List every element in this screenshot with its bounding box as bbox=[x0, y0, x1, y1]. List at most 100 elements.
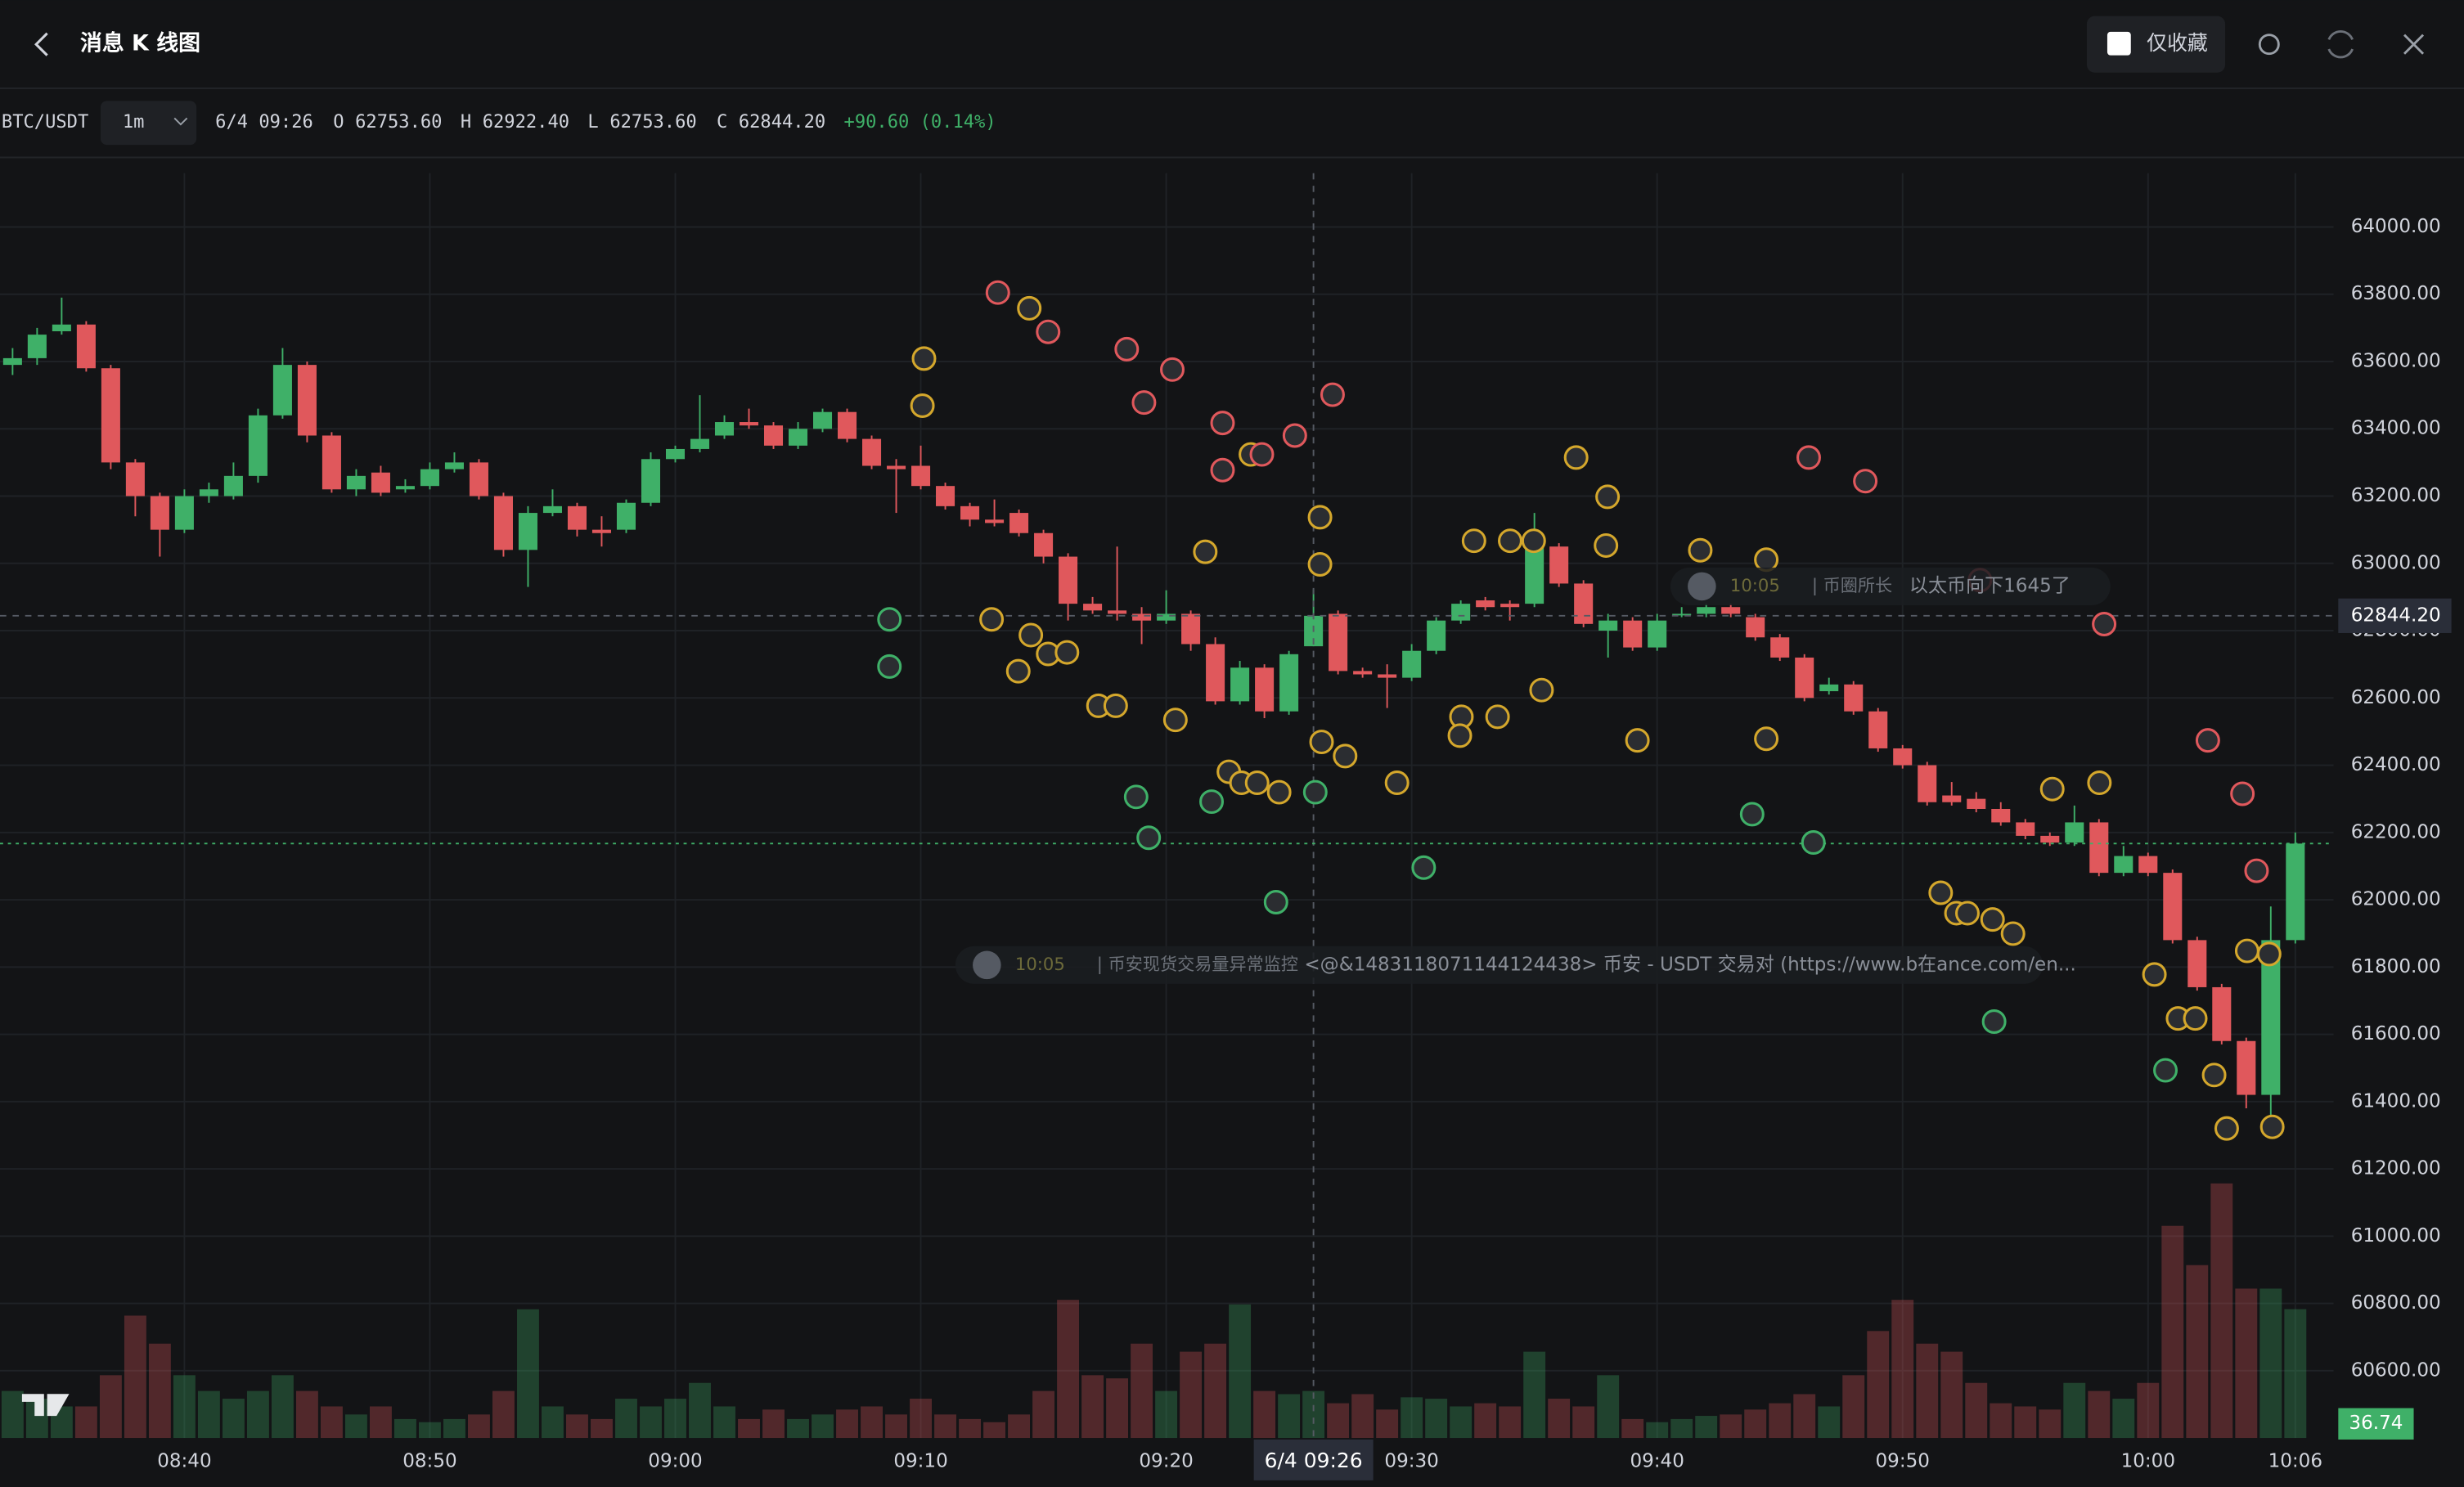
volume-bar bbox=[664, 1399, 686, 1439]
message-marker bbox=[1801, 830, 1826, 856]
message-marker bbox=[1244, 770, 1270, 796]
message-marker bbox=[1595, 484, 1621, 510]
volume-bar bbox=[1106, 1378, 1129, 1439]
y-tick-label: 61400.00 bbox=[2351, 1090, 2441, 1112]
message-marker bbox=[1320, 382, 1345, 407]
candle-body bbox=[199, 489, 218, 496]
symbol: BTC/USDT bbox=[2, 111, 88, 133]
candle-body bbox=[1697, 607, 1716, 614]
candle-body bbox=[616, 502, 636, 530]
volume-bar bbox=[812, 1414, 834, 1439]
candle-body bbox=[641, 459, 661, 503]
volume-bar bbox=[1057, 1300, 1080, 1439]
candle-body bbox=[2261, 940, 2281, 1095]
refresh-icon[interactable] bbox=[2327, 29, 2354, 59]
candle-body bbox=[420, 469, 439, 487]
x-tick-label: 09:00 bbox=[648, 1450, 702, 1471]
message-marker bbox=[1594, 532, 1619, 558]
y-tick-label: 62600.00 bbox=[2351, 687, 2441, 708]
back-icon[interactable] bbox=[34, 32, 48, 56]
candle-body bbox=[542, 505, 562, 514]
volume-bar bbox=[1548, 1399, 1571, 1439]
volume-bar bbox=[615, 1399, 637, 1439]
header: 消息 K 线图 仅收藏 bbox=[34, 16, 2425, 73]
crosshair-time-box bbox=[1253, 1439, 1374, 1480]
message-marker bbox=[1210, 457, 1235, 483]
message-source: | 币圈所长 bbox=[1812, 575, 1892, 596]
message-marker bbox=[2244, 858, 2269, 883]
message-marker bbox=[1928, 880, 1954, 905]
message-avatar bbox=[1688, 572, 1716, 601]
volume-bar bbox=[1769, 1403, 1792, 1439]
dropdown-icon bbox=[173, 117, 188, 126]
message-marker bbox=[1384, 770, 1410, 796]
checkbox[interactable] bbox=[2107, 31, 2131, 56]
volume-bar bbox=[517, 1309, 539, 1439]
candle-body bbox=[1598, 620, 1618, 631]
interval-select[interactable] bbox=[100, 101, 197, 146]
volume-bar bbox=[713, 1406, 735, 1439]
volume-bar bbox=[836, 1409, 858, 1439]
candle-body bbox=[1034, 532, 1054, 557]
settings-icon[interactable] bbox=[2258, 34, 2280, 56]
l-label: L bbox=[587, 111, 598, 133]
candle-body bbox=[1083, 604, 1103, 611]
message-marker bbox=[1307, 552, 1333, 577]
message-time: 10:05 bbox=[1730, 575, 1780, 595]
volume-bar bbox=[1940, 1351, 1963, 1439]
volume-bar bbox=[2137, 1382, 2160, 1439]
message-marker bbox=[1307, 505, 1333, 530]
volume-bar bbox=[1278, 1394, 1301, 1439]
volume-bar bbox=[173, 1375, 196, 1439]
candle-body bbox=[1255, 667, 1275, 712]
volume-bar bbox=[344, 1414, 367, 1439]
message-marker bbox=[1131, 390, 1157, 416]
candle-body bbox=[2286, 843, 2305, 941]
volume-bar bbox=[443, 1418, 465, 1439]
candle-body bbox=[1206, 644, 1225, 702]
open: 62753.60 bbox=[355, 111, 442, 133]
y-tick-label: 63400.00 bbox=[2351, 418, 2441, 439]
candle-body bbox=[1721, 607, 1741, 614]
candle-body bbox=[985, 519, 1005, 523]
message-tooltip bbox=[955, 946, 2044, 984]
candle-body bbox=[1132, 613, 1152, 621]
candle-body bbox=[444, 462, 464, 469]
message-marker bbox=[2256, 941, 2282, 967]
candle-body bbox=[788, 429, 808, 446]
volume-bar bbox=[369, 1406, 392, 1439]
close-icon[interactable] bbox=[2403, 34, 2425, 55]
message-marker bbox=[1018, 622, 1044, 648]
candle-body bbox=[567, 505, 587, 530]
message-marker bbox=[1739, 802, 1765, 827]
volume-bar bbox=[1891, 1300, 1914, 1439]
favorites-toggle[interactable] bbox=[2086, 16, 2226, 73]
candle-body bbox=[960, 505, 980, 520]
volume-bar bbox=[910, 1399, 932, 1439]
volume-bar bbox=[2039, 1409, 2062, 1439]
message-marker bbox=[2087, 770, 2112, 796]
message-marker bbox=[1981, 1009, 2007, 1034]
candle-body bbox=[2016, 822, 2035, 836]
candle-body bbox=[174, 496, 194, 530]
o-label: O bbox=[333, 111, 344, 133]
volume-bar bbox=[2112, 1399, 2135, 1439]
message-marker bbox=[1103, 693, 1128, 718]
volume-bar bbox=[861, 1406, 883, 1439]
message-marker bbox=[1005, 658, 1031, 684]
page-title: 消息 K 线图 bbox=[80, 30, 200, 56]
volume-bar bbox=[295, 1390, 318, 1439]
candle-body bbox=[2163, 873, 2183, 941]
candle-body bbox=[1329, 613, 1348, 672]
volume-bar bbox=[1499, 1406, 1522, 1439]
volume-bar bbox=[1008, 1414, 1031, 1439]
candle-body bbox=[1181, 613, 1201, 645]
volume-bar bbox=[1376, 1409, 1399, 1439]
message-marker bbox=[1249, 442, 1275, 467]
message-avatar bbox=[973, 950, 1001, 980]
message-marker bbox=[1955, 901, 1980, 926]
message-marker bbox=[1447, 723, 1473, 748]
volume-bar bbox=[492, 1390, 515, 1439]
candle-body bbox=[2237, 1040, 2256, 1095]
volume-bar bbox=[1621, 1418, 1644, 1439]
